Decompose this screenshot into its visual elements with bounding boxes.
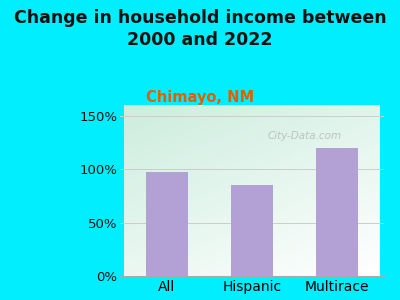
Text: Chimayo, NM: Chimayo, NM	[146, 90, 254, 105]
Bar	[231, 185, 273, 276]
Text: City-Data.com: City-Data.com	[268, 131, 342, 141]
Bar	[316, 148, 358, 276]
Text: Change in household income between
2000 and 2022: Change in household income between 2000 …	[14, 9, 386, 49]
Bar	[146, 172, 188, 276]
